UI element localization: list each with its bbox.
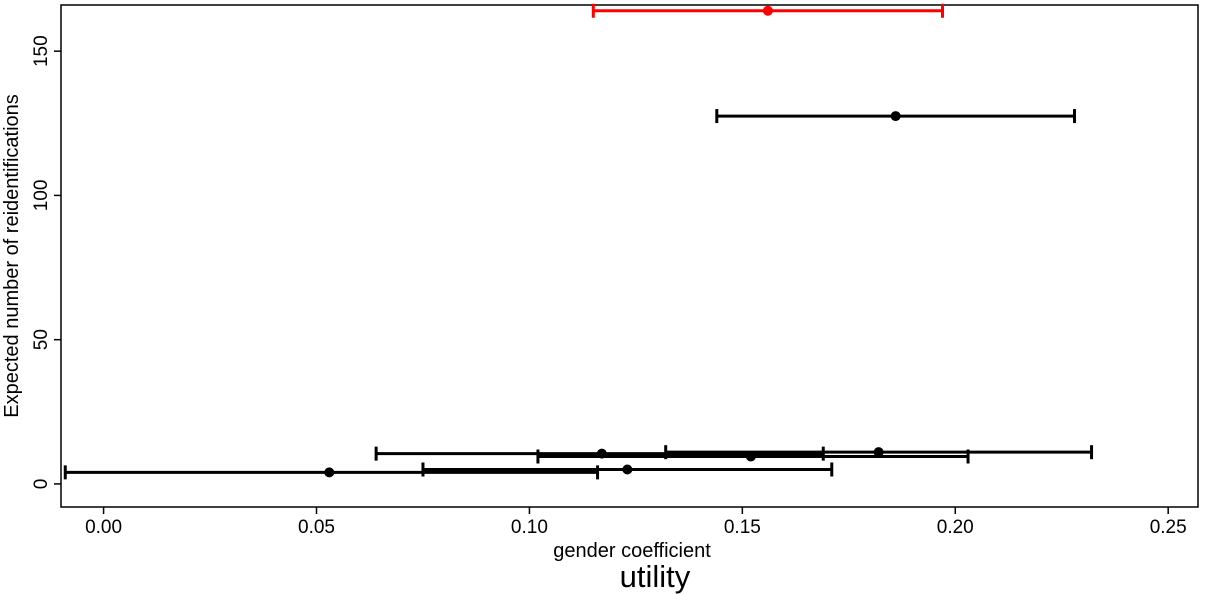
data-point [745,451,756,462]
point-group [374,446,825,461]
data-point [622,464,633,475]
y-axis-label: Expected number of reidentifications [1,94,23,418]
y-tick-label: 50 [31,329,52,350]
chart-subtitle: utility [620,559,691,594]
x-axis: 0.00 0.05 0.10 0.15 0.20 0.25 [85,507,1187,538]
point-group [715,109,1077,124]
y-tick-label: 150 [31,35,52,67]
x-tick-label: 0.15 [724,517,761,538]
data-point [762,5,773,16]
data-point [873,447,884,458]
data-marks [63,3,1094,480]
x-tick-label: 0.20 [937,517,974,538]
point-group [63,465,600,480]
x-tick-label: 0.10 [511,517,548,538]
y-tick-label: 0 [31,479,52,490]
plot-frame [60,4,1199,508]
x-tick-label: 0.05 [298,517,335,538]
point-group [536,449,970,464]
y-axis: 0 50 100 150 [31,35,61,489]
y-tick-label: 100 [31,180,52,212]
x-axis-label: gender coefficient [553,540,711,562]
highlighted-point-group [591,3,944,18]
x-tick-label: 0.25 [1150,517,1187,538]
data-point [890,111,901,122]
point-group [421,462,834,477]
x-tick-label: 0.00 [85,517,122,538]
data-point [324,467,335,478]
